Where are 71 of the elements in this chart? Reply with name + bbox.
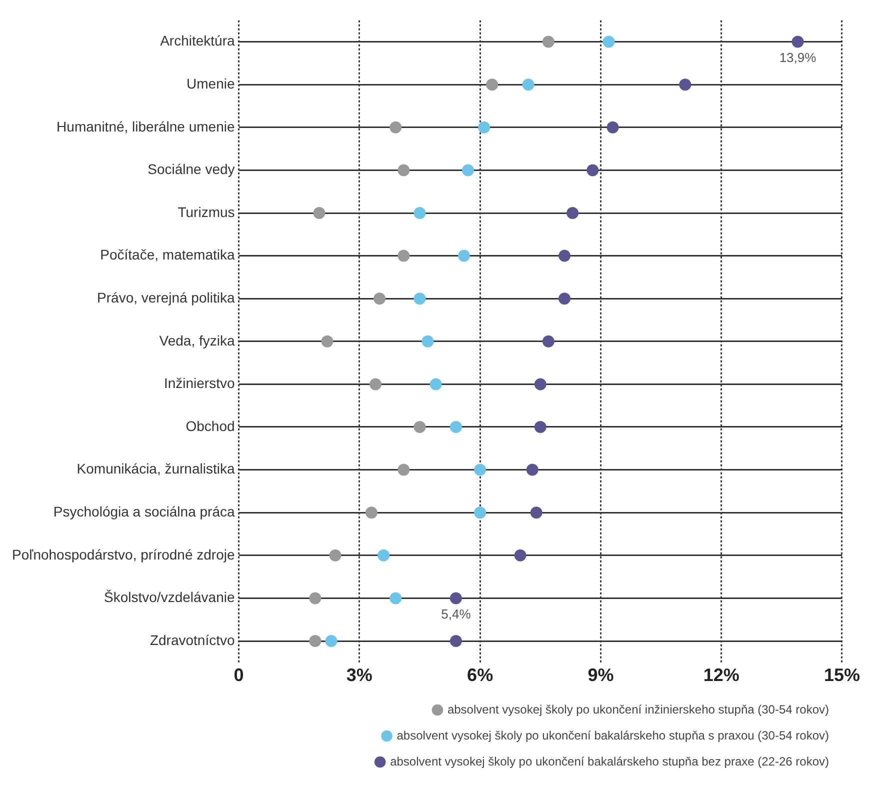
point (321, 335, 334, 348)
point (462, 164, 474, 176)
y-tick-label: Sociálne vedy (148, 161, 235, 178)
point (522, 78, 534, 91)
point (313, 207, 326, 219)
point (414, 207, 426, 219)
point (370, 378, 382, 390)
point (450, 635, 462, 647)
point (534, 378, 546, 390)
point (329, 549, 342, 562)
x-tick-label: 3% (346, 665, 372, 686)
point (474, 464, 486, 476)
point (486, 78, 498, 91)
y-tick-label: Právo, verejná politika (97, 289, 235, 306)
annotation: 5,4% (441, 606, 472, 622)
y-tick-label: Komunikácia, žurnalistika (76, 460, 235, 477)
y-tick-label: Poľnohospodárstvo, prírodné zdroje (12, 546, 235, 562)
point (398, 164, 410, 176)
point (458, 250, 470, 262)
x-tick-label: 9% (588, 665, 614, 686)
legend-label: absolvent vysokej školy po ukončení bakalárskeho stupňa bez praxe (22-26 rokov) (390, 754, 830, 768)
point (378, 549, 390, 562)
point (526, 464, 538, 476)
y-tick-label: Turizmus (178, 204, 235, 220)
point (530, 506, 542, 519)
y-tick-label: Umenie (186, 75, 235, 92)
point (542, 335, 554, 348)
point (422, 335, 434, 348)
point (414, 292, 426, 305)
y-tick-label: Obchod (186, 418, 235, 434)
y-tick-label: Školstvo/vzdelávanie (104, 589, 235, 606)
point (450, 421, 462, 433)
y-tick-label: Veda, fyzika (159, 332, 235, 348)
point (558, 292, 571, 305)
legend-label: absolvent vysokej školy po ukončení inžinierskeho stupňa (30-54 rokov) (447, 702, 830, 716)
point (566, 207, 579, 219)
point (390, 592, 402, 604)
y-tick-label: Zdravotníctvo (150, 632, 235, 648)
point (558, 250, 571, 262)
point (414, 421, 426, 433)
y-tick-label: Psychológia a sociálna práca (53, 503, 235, 520)
point (514, 549, 526, 562)
point (450, 592, 462, 604)
point (325, 635, 338, 647)
point (602, 36, 615, 48)
point (606, 121, 619, 134)
point (542, 36, 554, 48)
point (478, 121, 490, 134)
point (534, 421, 546, 433)
point (398, 464, 410, 476)
x-tick-label: 0 (234, 665, 244, 686)
point (374, 292, 386, 305)
point (586, 164, 599, 176)
point (309, 635, 322, 647)
x-tick-label: 15% (824, 665, 860, 686)
point (365, 506, 378, 519)
point (474, 506, 486, 519)
y-tick-label: Humanitné, liberálne umenie (56, 118, 235, 134)
point (679, 78, 692, 91)
point (390, 121, 402, 134)
annotation: 13,9% (779, 50, 817, 65)
point (309, 592, 322, 604)
legend-label: absolvent vysokej školy po ukončení bakalárskeho stupňa s praxou (30-54 rokov) (396, 728, 830, 742)
point (792, 36, 804, 48)
y-tick-label: Počítače, matematika (100, 246, 235, 263)
point (398, 250, 410, 262)
y-tick-label: Inžinierstvo (164, 375, 235, 392)
y-tick-label: Architektúra (160, 32, 235, 49)
point (430, 378, 442, 390)
x-tick-label: 12% (703, 665, 740, 686)
x-tick-label: 6% (467, 665, 494, 686)
